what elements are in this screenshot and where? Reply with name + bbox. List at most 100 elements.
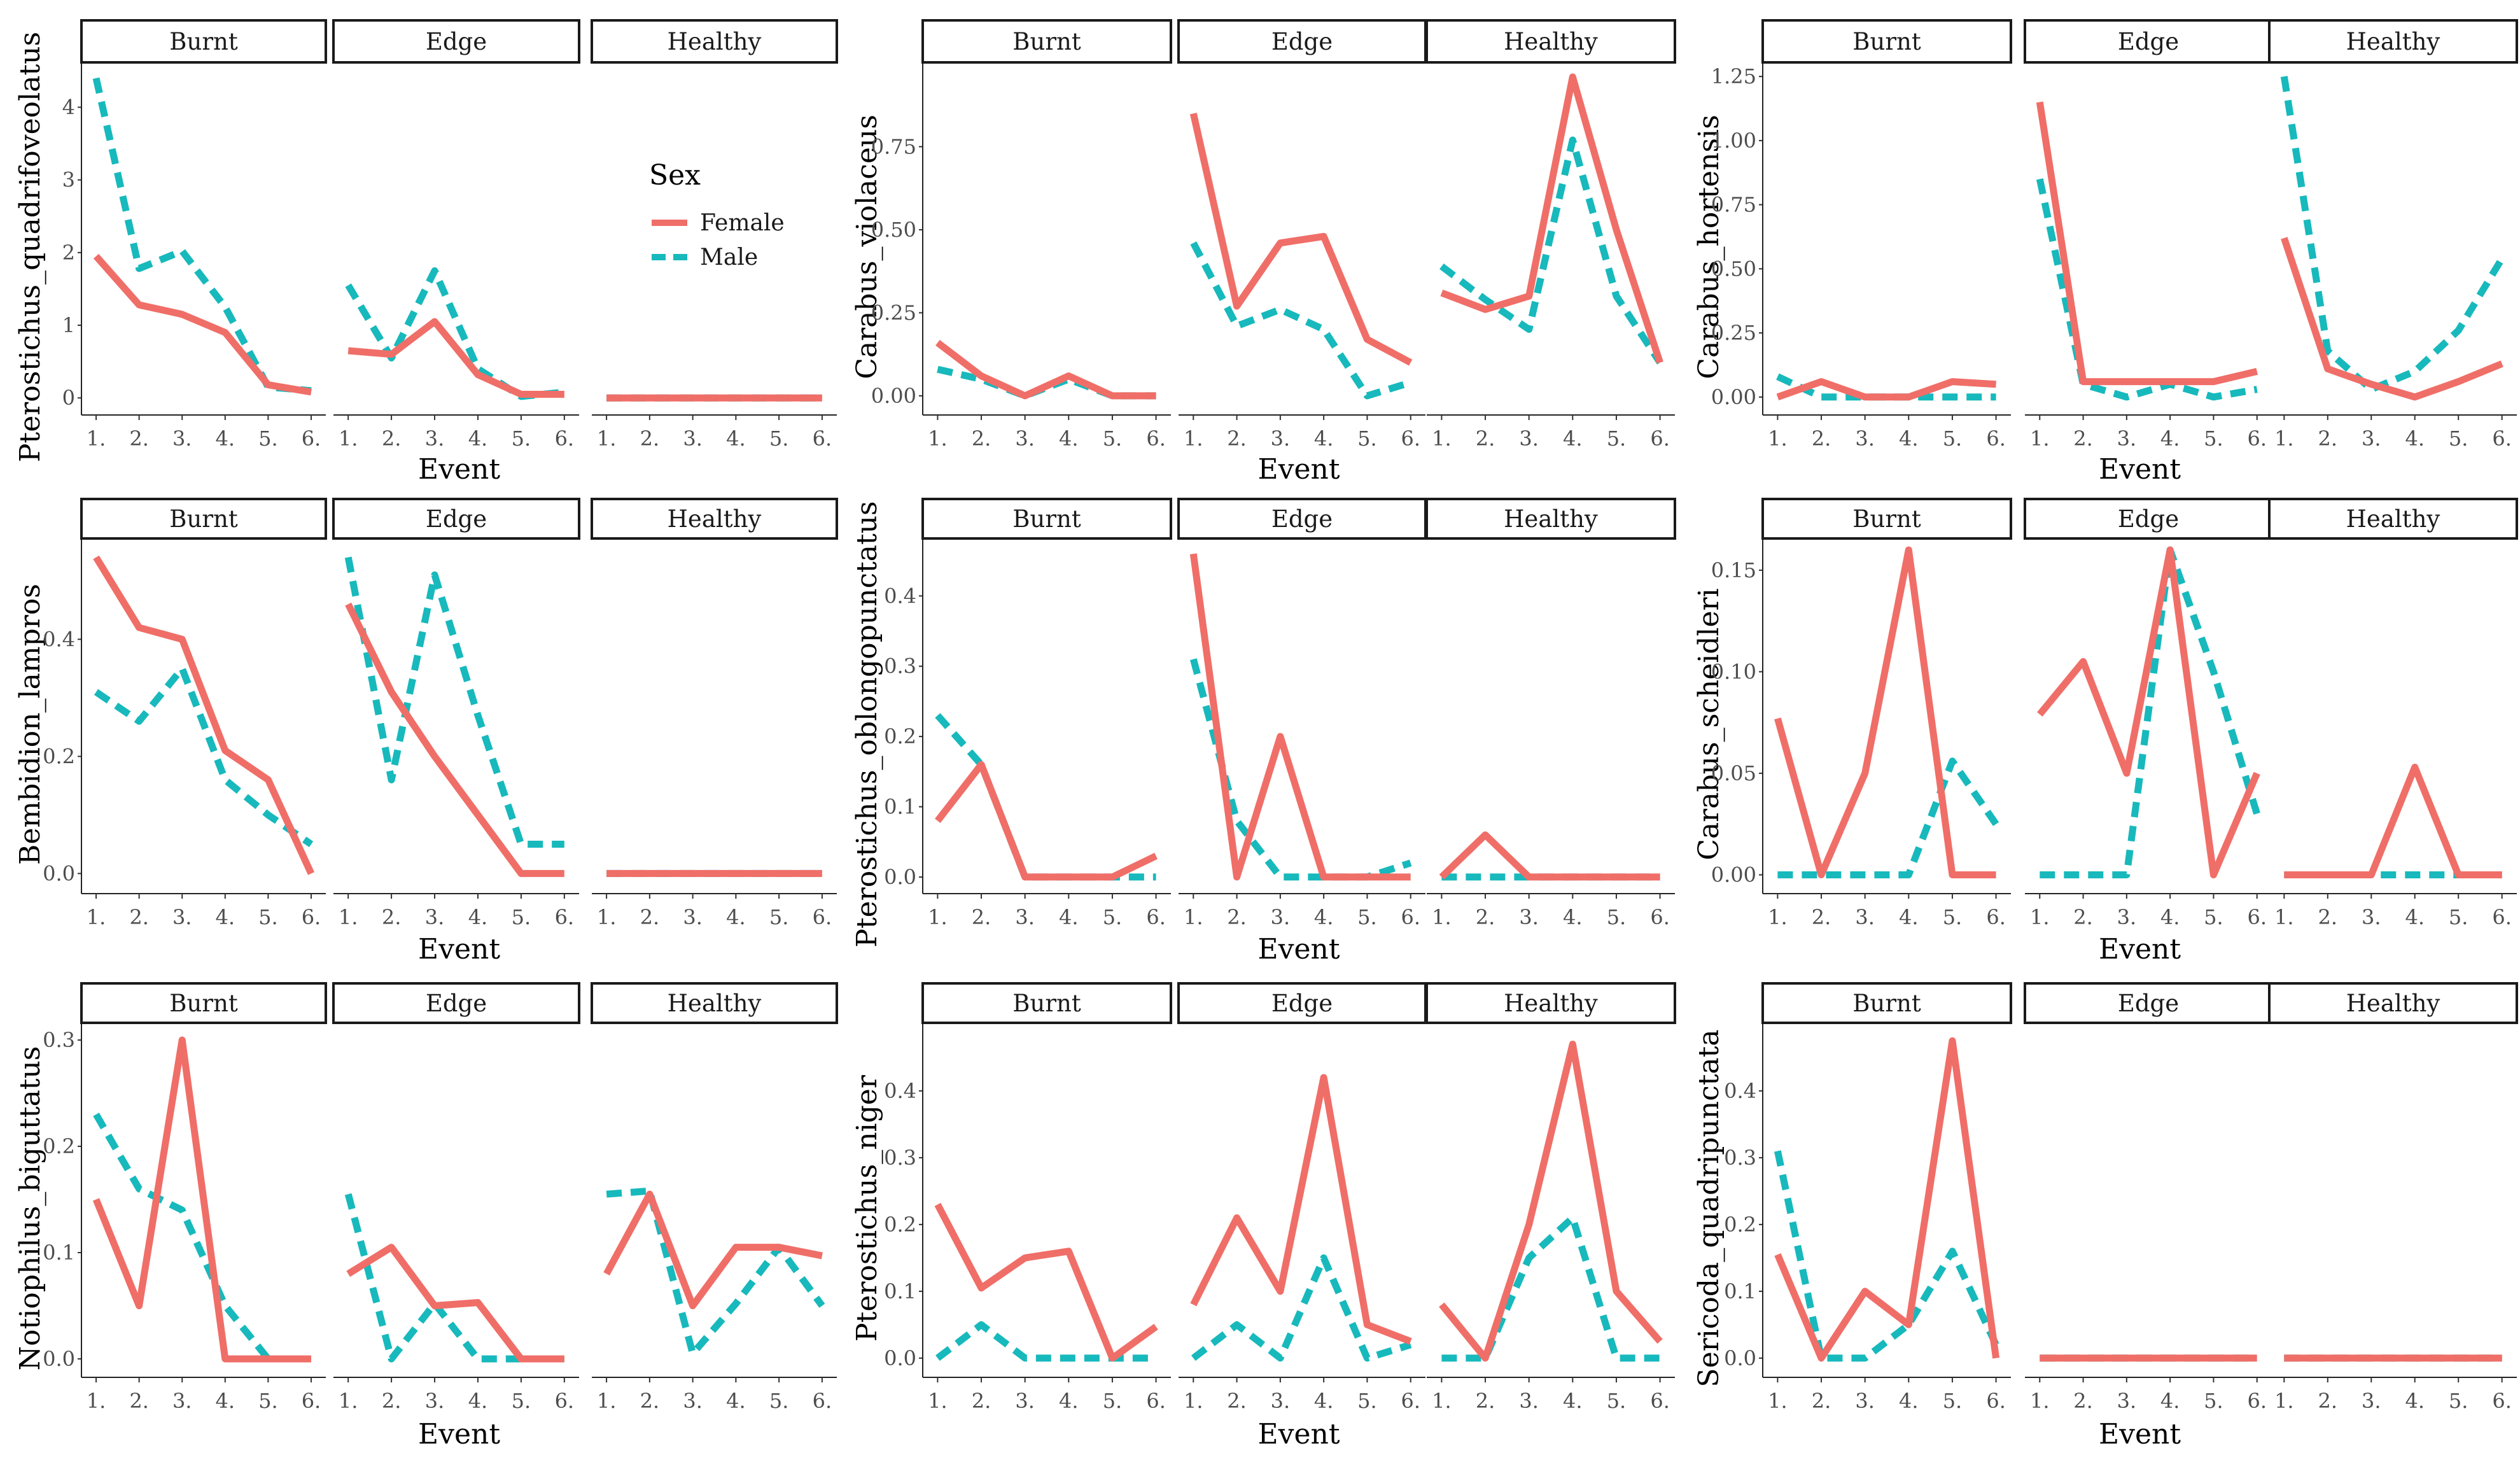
x-tick-label: 1. [928, 905, 948, 929]
y-tick-label: 1.25 [1711, 64, 1756, 88]
facet-strip [1761, 19, 2012, 64]
x-tick-label: 2. [972, 1389, 991, 1413]
x-tick-label: 5. [1357, 1389, 1377, 1413]
x-tick-label: 3. [1855, 1389, 1875, 1413]
y-axis-title: Pterostichus_quadrifoveolatus [14, 32, 46, 462]
facet-strip [1177, 498, 1427, 540]
x-axis-title: Event [1257, 1418, 1340, 1451]
x-tick-label: 3. [1015, 1389, 1035, 1413]
x-tick-label: 1. [2274, 426, 2294, 451]
x-tick-label: 3. [2362, 426, 2381, 451]
x-tick-label: 6. [302, 426, 321, 451]
x-tick-label: 4. [726, 426, 746, 451]
x-tick-label: 3. [683, 905, 703, 929]
x-tick-label: 2. [2073, 905, 2093, 929]
legend-label-male: Male [700, 244, 758, 271]
facet-panel-healthy: Healthy 1. 2. 3. 4. 5. 6. [1425, 498, 1676, 929]
y-tick-label: 0.0 [43, 861, 75, 885]
series-line-female [1190, 1074, 1412, 1345]
series-line-male [606, 1187, 825, 1358]
x-tick-label: 3. [683, 426, 703, 451]
charts-layer: Pterostichus_quadrifoveolatus 0 1 2 3 4 Burnt 1… [14, 19, 2518, 1451]
y-tick-label: 0.0 [884, 1346, 916, 1370]
x-tick-label: 3. [425, 426, 445, 451]
facet-strip [1761, 982, 2012, 1024]
y-tick-label: 0.10 [1711, 659, 1756, 684]
x-axis-title: Event [418, 453, 500, 486]
x-tick-label: 4. [216, 1389, 235, 1413]
x-tick-label: 4. [1563, 426, 1583, 451]
x-tick-label: 6. [1650, 1389, 1670, 1413]
facet-strip-label: Healthy [668, 505, 762, 533]
y-tick-label: 0.1 [43, 1241, 75, 1265]
x-tick-label: 4. [1059, 1389, 1079, 1413]
x-tick-label: 2. [1476, 1389, 1495, 1413]
x-tick-label: 2. [129, 1389, 149, 1413]
y-tick-label: 0.2 [43, 1134, 75, 1158]
x-tick-label: 1. [928, 1389, 948, 1413]
x-tick-label: 2. [1476, 905, 1495, 929]
x-tick-label: 5. [2449, 905, 2468, 929]
x-tick-label: 3. [425, 905, 445, 929]
x-tick-label: 3. [1015, 905, 1035, 929]
x-tick-label: 1. [1432, 905, 1452, 929]
x-tick-label: 5. [2449, 426, 2468, 451]
facet-strip-label: Burnt [169, 28, 238, 55]
y-tick-label: 0.25 [1711, 321, 1756, 345]
y-tick-label: 0.3 [1724, 1146, 1756, 1170]
facet-strip-label: Healthy [2346, 990, 2440, 1017]
facet-panel-healthy: Healthy 1. 2. 3. 4. 5. 6. [591, 19, 838, 451]
series-line-female [1776, 378, 1996, 401]
x-tick-label: 1. [2030, 426, 2050, 451]
y-tick-label: 0.1 [1724, 1279, 1756, 1304]
facet-panel-healthy: Healthy 1. 2. 3. 4. 5. 6. [2268, 498, 2518, 929]
series-line-female [1189, 553, 1411, 881]
x-tick-label: 4. [1899, 426, 1919, 451]
x-tick-label: 4. [468, 426, 488, 451]
y-tick-label: 0.15 [1711, 558, 1756, 582]
facet-panel-burnt: Burnt 1. 2. 3. 4. 5. 6. [1761, 19, 2012, 451]
facet-strip [2268, 982, 2518, 1024]
x-tick-label: 5. [2204, 905, 2223, 929]
x-tick-label: 6. [1146, 426, 1166, 451]
x-tick-label: 4. [216, 905, 235, 929]
x-tick-label: 6. [2247, 426, 2267, 451]
x-tick-label: 5. [769, 905, 789, 929]
y-axis-title: Pterostichus_niger [851, 1074, 883, 1342]
facet-strip [1761, 498, 2012, 540]
facet-panel-healthy: Healthy 1. 2. 3. 4. 5. 6. [1425, 982, 1676, 1413]
x-tick-label: 2. [640, 905, 660, 929]
x-tick-label: 4. [2160, 426, 2180, 451]
y-tick-label: 0.1 [884, 1279, 916, 1304]
facet-strip [1425, 498, 1676, 540]
x-tick-label: 6. [1986, 905, 2006, 929]
series-line-female [93, 555, 314, 875]
facet-strip [591, 982, 838, 1024]
facet-panel-burnt: Burnt 1. 2. 3. 4. 5. 6. [1761, 982, 2012, 1413]
x-tick-label: 1. [1432, 1389, 1452, 1413]
series-line-female [345, 602, 564, 877]
x-tick-label: 3. [172, 905, 192, 929]
x-tick-label: 2. [2318, 426, 2338, 451]
series-line-male [1189, 658, 1412, 881]
x-tick-label: 4. [216, 426, 235, 451]
y-axis-title: Carabus_scheidleri [1693, 588, 1725, 860]
x-tick-label: 5. [258, 1389, 278, 1413]
x-tick-label: 1. [1184, 426, 1203, 451]
x-tick-label: 6. [302, 905, 321, 929]
y-tick-label: 0.00 [1711, 862, 1756, 887]
legend-entry-female: Female [652, 210, 785, 236]
facet-panel-burnt: Burnt 1. 2. 3. 4. 5. 6. [921, 982, 1172, 1413]
x-tick-label: 5. [1103, 1389, 1123, 1413]
y-tick-label: 0.3 [884, 654, 916, 678]
facet-strip-label: Burnt [1852, 505, 1921, 533]
y-tick-label: 2 [62, 241, 75, 265]
facet-panel-burnt: Burnt 1. 2. 3. 4. 5. 6. [80, 19, 327, 451]
facet-strip-label: Edge [2118, 990, 2179, 1017]
x-tick-label: 1. [339, 905, 358, 929]
series-line-male [344, 556, 564, 848]
x-tick-label: 2. [382, 426, 402, 451]
x-axis-title: Event [2099, 453, 2181, 486]
